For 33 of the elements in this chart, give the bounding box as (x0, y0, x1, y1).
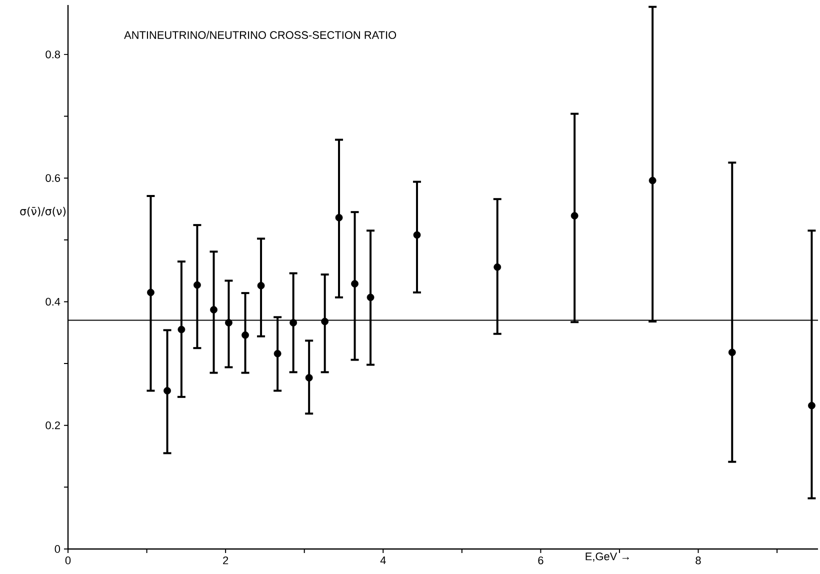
point (210, 306, 218, 314)
point (164, 387, 171, 394)
y-tick-label: 0 (54, 545, 60, 553)
point (728, 348, 736, 356)
point (335, 214, 343, 222)
point (194, 281, 201, 289)
point (305, 374, 313, 382)
point (290, 319, 298, 326)
point (494, 263, 502, 271)
y-axis-title: σ(ν̄)/σ(ν) (20, 206, 66, 217)
point (413, 231, 421, 239)
point (274, 350, 282, 358)
x-tick-label: 4 (380, 556, 386, 564)
x-tick-label: 2 (223, 556, 228, 564)
point (147, 288, 154, 296)
y-tick-label: 0.6 (46, 174, 60, 182)
y-tick-label: 0.8 (46, 50, 60, 58)
text: ANTINEUTRINO/NEUTRINO CROSS-SECTION RATIO (124, 30, 396, 39)
x-tick-label: 8 (696, 556, 701, 564)
y-tick-label: 0.2 (46, 421, 60, 430)
point (648, 176, 656, 184)
point (570, 212, 578, 220)
x-tick-label: 0 (65, 556, 71, 564)
point (257, 282, 265, 290)
point (178, 326, 186, 334)
point (321, 318, 329, 326)
y-tick-label: 0.4 (46, 298, 60, 306)
x-tick-label: 6 (538, 556, 544, 564)
point (225, 319, 232, 326)
point (366, 294, 374, 302)
point (242, 331, 249, 339)
point (351, 280, 358, 288)
x-axis-title: E,GeV → (586, 552, 629, 562)
